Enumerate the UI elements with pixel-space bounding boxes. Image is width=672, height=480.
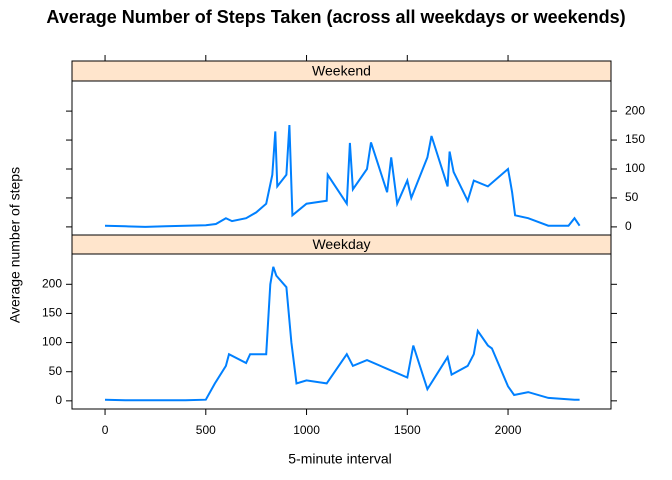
y-tick-label: 100 bbox=[625, 161, 645, 175]
x-tick-label: 1000 bbox=[293, 423, 320, 437]
x-tick-label: 1500 bbox=[394, 423, 421, 437]
chart-title: Average Number of Steps Taken (across al… bbox=[46, 7, 625, 27]
y-tick-label: 50 bbox=[625, 190, 639, 204]
y-axis-label: Average number of steps bbox=[7, 167, 23, 323]
x-tick-label: 2000 bbox=[495, 423, 522, 437]
x-tick-label: 500 bbox=[196, 423, 216, 437]
x-tick-label: 0 bbox=[102, 423, 109, 437]
panel bbox=[71, 80, 612, 236]
x-axis-label: 5-minute interval bbox=[288, 451, 392, 467]
y-tick-label: 0 bbox=[55, 393, 62, 407]
y-tick-label: 0 bbox=[625, 219, 632, 233]
y-tick-label: 200 bbox=[625, 103, 645, 117]
y-tick-label: 50 bbox=[49, 364, 63, 378]
y-tick-label: 150 bbox=[625, 132, 645, 146]
data-line bbox=[104, 266, 580, 402]
panel bbox=[71, 253, 612, 410]
y-tick-label: 100 bbox=[42, 335, 62, 349]
strip-label: Weekday bbox=[312, 236, 370, 252]
y-tick-label: 150 bbox=[42, 306, 62, 320]
y-tick-label: 200 bbox=[42, 276, 62, 290]
strip-label: Weekend bbox=[312, 63, 371, 79]
data-line bbox=[104, 124, 581, 228]
